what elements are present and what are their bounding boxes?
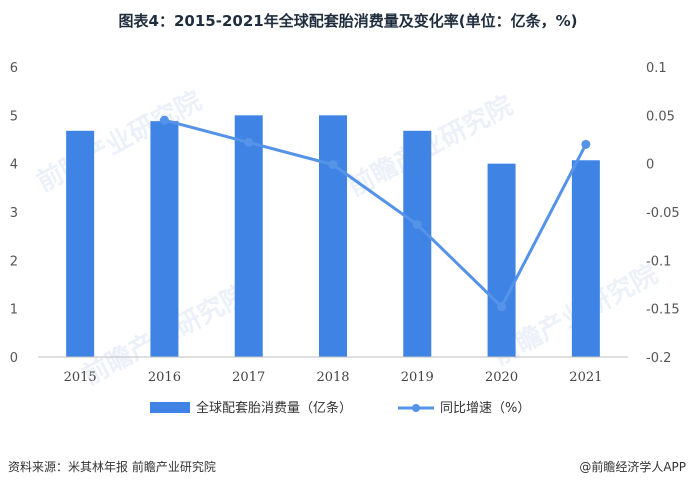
line-point	[497, 302, 507, 312]
right-axis-tick-label: -0.2	[646, 351, 671, 366]
legend-line-label: 同比增速（%）	[440, 401, 530, 416]
legend-bar-label: 全球配套胎消费量（亿条）	[196, 400, 352, 416]
bar	[319, 115, 347, 357]
x-axis-tick-label: 2015	[64, 370, 97, 385]
right-axis-tick-label: -0.15	[646, 303, 680, 318]
bar	[150, 121, 179, 357]
left-axis-tick-label: 6	[10, 61, 18, 76]
line-point	[328, 160, 338, 170]
left-axis-tick-label: 4	[10, 158, 18, 173]
left-axis-tick-label: 5	[10, 109, 18, 124]
x-axis-tick-label: 2016	[148, 370, 181, 385]
bar	[234, 115, 263, 357]
line-point	[244, 137, 254, 147]
line-point	[581, 139, 591, 149]
bar-series	[66, 115, 600, 357]
left-axis-tick-label: 2	[10, 254, 18, 269]
line-point	[159, 115, 169, 125]
bar	[487, 163, 516, 357]
chart-title: 图表4：2015-2021年全球配套胎消费量及变化率(单位：亿条，%)	[118, 12, 578, 30]
watermark-logo: 前瞻产业研究院	[32, 85, 207, 198]
right-axis-tick-label: -0.1	[646, 254, 671, 269]
brand-note: @前瞻经济学人APP	[579, 460, 686, 474]
x-axis: 2015 2016 2017 2018 2019 2020 2021	[64, 370, 603, 385]
x-axis-tick-label: 2020	[485, 370, 518, 385]
x-axis-tick-label: 2018	[316, 370, 349, 385]
left-axis-tick-label: 3	[10, 206, 18, 221]
left-axis-tick-label: 1	[10, 303, 18, 318]
left-y-axis: 0 1 2 3 4 5 6	[10, 61, 18, 366]
source-note: 资料来源：米其林年报 前瞻产业研究院	[8, 460, 216, 474]
right-axis-tick-label: 0.1	[646, 61, 667, 76]
line-series	[159, 115, 591, 312]
x-axis-tick-label: 2019	[401, 370, 434, 385]
combo-chart: 前瞻产业研究院 前瞻产业研究院 前瞻产业研究院 前瞻产业研究院 0123456 …	[10, 61, 680, 416]
line-point	[412, 220, 422, 230]
bar	[66, 130, 95, 357]
growth-line	[164, 118, 588, 309]
right-axis-tick-label: 0.05	[646, 109, 675, 124]
legend-bar-swatch	[150, 402, 190, 413]
legend: 全球配套胎消费量（亿条） 同比增速（%）	[150, 400, 530, 416]
left-axis-tick-label: 0	[10, 351, 18, 366]
right-axis-tick-label: -0.05	[646, 206, 680, 221]
legend-line-marker	[412, 404, 420, 412]
right-axis-tick-label: 0	[646, 158, 654, 173]
watermark-group: 前瞻产业研究院 前瞻产业研究院 前瞻产业研究院 前瞻产业研究院	[32, 85, 663, 391]
bar	[571, 160, 600, 357]
x-axis-tick-label: 2017	[232, 370, 265, 385]
bar	[403, 130, 432, 357]
x-axis-tick-label: 2021	[569, 370, 602, 385]
right-y-axis: -0.2 -0.15 -0.1 -0.05 0 0.05 0.1	[646, 61, 680, 366]
